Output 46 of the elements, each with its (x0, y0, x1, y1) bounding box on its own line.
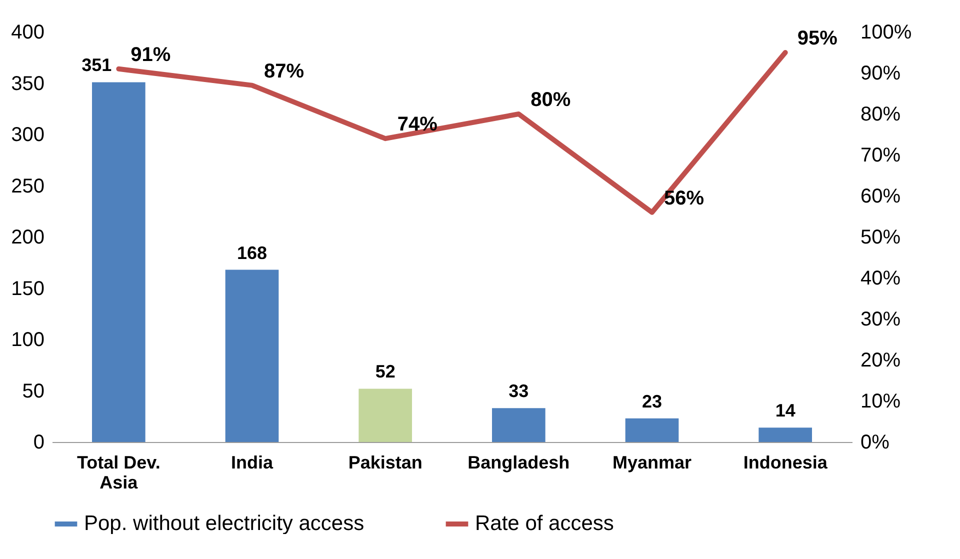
legend-label: Rate of access (475, 512, 614, 535)
data-label: 74% (397, 114, 438, 136)
y-tick-label: 100 (11, 329, 44, 351)
y-tick-label: 300 (11, 124, 44, 146)
data-label: 56% (664, 187, 704, 210)
y-tick-label: 50 (22, 380, 44, 402)
y2-tick-label: 60% (860, 186, 901, 208)
x-tick-label: Total Dev. Asia (76, 452, 160, 492)
data-label: 52 (375, 362, 396, 382)
bar (358, 388, 412, 442)
y2-tick-label: 100% (860, 22, 912, 44)
bar (92, 82, 146, 442)
y-tick-label: 400 (11, 22, 44, 44)
bar (492, 408, 546, 442)
data-label: 91% (130, 44, 171, 66)
x-tick-label: Pakistan (348, 452, 422, 472)
y2-tick-label: 70% (860, 144, 901, 166)
y-tick-label: 350 (11, 72, 44, 95)
y2-tick-label: 80% (860, 104, 901, 126)
x-tick-label: Myanmar (612, 452, 692, 472)
x-tick-label: India (230, 452, 274, 472)
data-label: 168 (236, 242, 268, 263)
y2-tick-label: 20% (860, 350, 901, 372)
y2-tick-label: 10% (860, 390, 901, 412)
y2-tick-label: 0% (860, 432, 890, 454)
x-tick-label: Bangladesh (468, 452, 570, 472)
data-label: 23 (642, 391, 662, 412)
bar (758, 428, 812, 442)
y-tick-label: 250 (11, 175, 44, 198)
y-tick-label: 200 (11, 226, 44, 248)
y2-tick-label: 90% (860, 62, 901, 84)
data-label: 95% (797, 28, 838, 50)
y2-tick-label: 40% (860, 268, 901, 290)
bar (625, 418, 679, 442)
data-label: 351 (82, 55, 112, 76)
data-label: 14 (775, 400, 796, 421)
y2-tick-label: 50% (860, 226, 901, 248)
y2-tick-label: 30% (860, 308, 901, 330)
data-label: 33 (508, 381, 529, 402)
data-label: 80% (530, 89, 571, 111)
y-tick-label: 0 (33, 432, 44, 454)
legend-label: Pop. without electricity access (84, 512, 364, 535)
y-tick-label: 150 (11, 278, 44, 300)
x-tick-label: Indonesia (743, 452, 828, 472)
bar (225, 270, 279, 442)
data-label: 87% (264, 60, 304, 82)
